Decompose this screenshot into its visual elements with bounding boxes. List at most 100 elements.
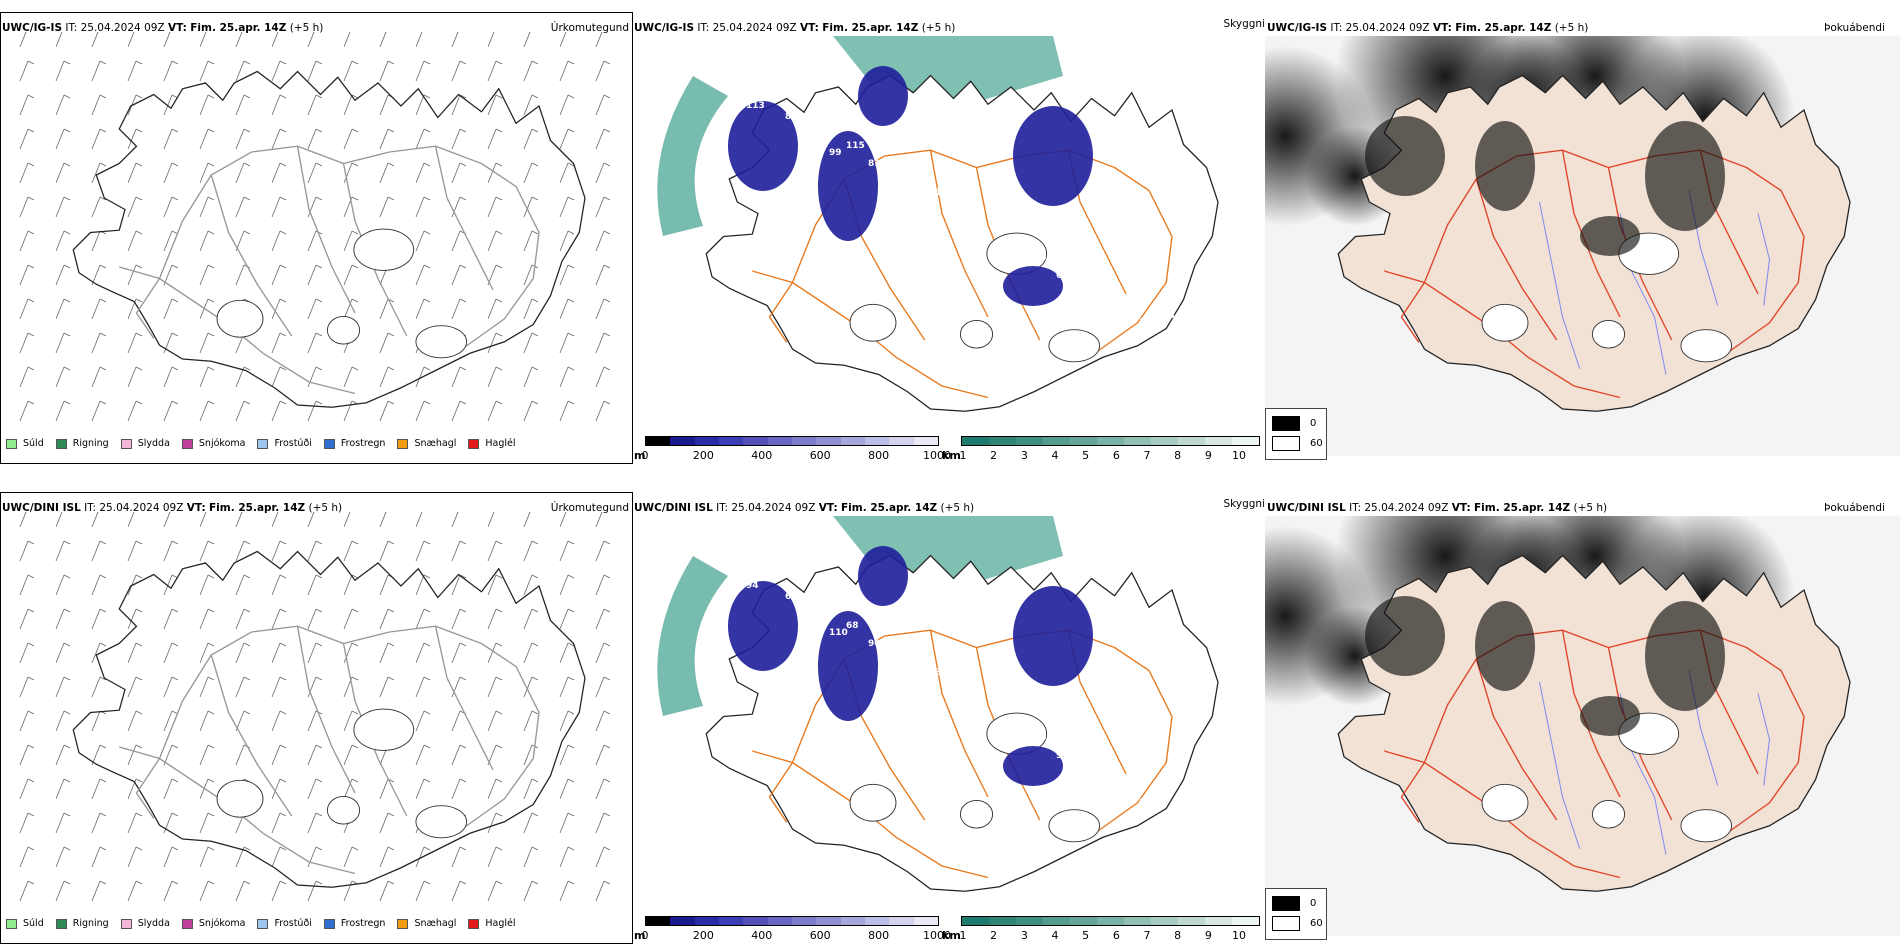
- wind-barb: [91, 880, 101, 902]
- road-line: [1096, 646, 1173, 833]
- colorbar-segment: [646, 917, 671, 925]
- colorbar-segment: [1097, 437, 1124, 445]
- wind-barb: [451, 710, 461, 732]
- wind-barb-flag: [171, 744, 179, 749]
- legend-swatch: [55, 918, 67, 929]
- wind-barb-flag: [351, 162, 359, 167]
- wind-barb-flag: [603, 400, 611, 405]
- colorbar-segment: [1178, 917, 1205, 925]
- wind-barb: [127, 812, 137, 834]
- wind-barb-flag: [531, 642, 539, 647]
- wind-barb: [163, 94, 173, 116]
- cloudbase-value-label: 23: [1073, 744, 1086, 754]
- wind-barb: [595, 400, 605, 422]
- wind-barb-flag: [171, 264, 179, 269]
- legend-label: Frostregn: [340, 438, 386, 449]
- visibility-colorbar: [961, 916, 1260, 926]
- wind-barb: [379, 846, 389, 868]
- wind-barb-flag: [315, 60, 323, 65]
- wind-barb: [55, 540, 65, 562]
- wind-barb: [199, 32, 207, 48]
- wind-barb: [487, 230, 497, 252]
- wind-barb-flag: [135, 128, 143, 133]
- wind-barb-flag: [531, 608, 539, 613]
- wind-barb: [271, 32, 279, 48]
- wind-barb-flag: [423, 400, 431, 405]
- colorbar-segment: [1178, 437, 1205, 445]
- colorbar-segment: [1016, 917, 1043, 925]
- wind-barb-flag: [567, 94, 575, 99]
- wind-barb-flag: [531, 710, 539, 715]
- wind-barb-flag: [351, 778, 359, 783]
- colorbar-segment: [1016, 437, 1043, 445]
- wind-barb-flag: [99, 128, 107, 133]
- wind-barb-flag: [207, 128, 215, 133]
- cloudbase-value-label: 93: [973, 704, 986, 714]
- fog-legend-swatch: [1272, 436, 1300, 451]
- glacier: [326, 795, 361, 825]
- colorbar-tick-label: 1: [959, 929, 967, 942]
- wind-barb-flag: [135, 710, 143, 715]
- wind-barb-flag: [279, 298, 287, 303]
- wind-barb-flag: [135, 846, 143, 851]
- wind-barb-flag: [207, 676, 215, 681]
- wind-barb-flag: [207, 880, 215, 885]
- cloudbase-value-label: 65: [1034, 733, 1047, 743]
- colorbar-segment: [989, 437, 1016, 445]
- cloudbase-value-label: 83: [785, 112, 798, 122]
- glacier: [353, 228, 415, 271]
- legend-item-snjókoma: Snjókoma: [181, 918, 245, 929]
- wind-barb-flag: [207, 608, 215, 613]
- wind-barb: [559, 332, 569, 354]
- wind-barb-flag: [135, 880, 143, 885]
- glacier: [959, 799, 994, 829]
- wind-barb-flag: [135, 332, 143, 337]
- wind-barb: [91, 32, 99, 48]
- wind-barb: [91, 162, 101, 184]
- precip-type-frame: [0, 492, 633, 944]
- wind-barb: [127, 400, 137, 422]
- wind-barb: [235, 366, 245, 388]
- colorbar-segment: [989, 917, 1016, 925]
- cloudbase-value-label: 61: [724, 563, 737, 573]
- wind-barb: [559, 846, 569, 868]
- fog-title: Þokuábendi: [1824, 502, 1885, 514]
- wind-barb-flag: [459, 400, 467, 405]
- wind-barb: [19, 540, 29, 562]
- wind-barb: [271, 778, 281, 800]
- glacier: [326, 315, 361, 345]
- fog-title: Þokuábendi: [1824, 22, 1885, 34]
- wind-barb-flag: [63, 264, 71, 269]
- wind-barb-flag: [135, 642, 143, 647]
- wind-barb: [91, 512, 99, 528]
- wind-barb: [271, 812, 281, 834]
- colorbar-tick-label: 600: [809, 929, 831, 942]
- precip-type-map: [19, 512, 611, 902]
- glacier: [1680, 329, 1733, 363]
- legend-item-súld: Súld: [6, 918, 44, 929]
- wind-barb-flag: [27, 162, 35, 167]
- wind-barb-flag: [567, 264, 575, 269]
- cloudbase-value-label: 112: [1078, 289, 1097, 299]
- wind-barb: [523, 512, 531, 528]
- legend-item-frostregn: Frostregn: [323, 438, 386, 449]
- wind-barb: [451, 60, 461, 82]
- wind-barb-flag: [99, 196, 107, 201]
- fog-dense-area: [1580, 696, 1640, 736]
- wind-barb-flag: [423, 608, 431, 613]
- wind-barb: [199, 332, 209, 354]
- colorbar-tick-label: 4: [1051, 929, 1059, 942]
- wind-barb: [487, 162, 497, 184]
- wind-barb-flag: [279, 400, 287, 405]
- lead-time: (+5 h): [940, 502, 975, 514]
- wind-barb: [559, 540, 569, 562]
- cloudbase-value-label: 279: [907, 170, 926, 180]
- vt-label: VT:: [1451, 502, 1471, 514]
- wind-barb-flag: [531, 676, 539, 681]
- vt-label: VT:: [1432, 22, 1452, 34]
- wind-barb: [595, 880, 605, 902]
- cloudbase-value-label: 119: [1161, 816, 1180, 826]
- road-line: [158, 145, 482, 279]
- legend-item-slydda: Slydda: [120, 918, 170, 929]
- cloudbase-value-label: 94: [719, 58, 732, 68]
